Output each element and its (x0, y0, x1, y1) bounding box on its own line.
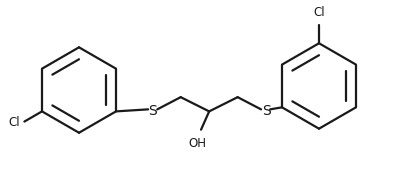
Text: Cl: Cl (9, 116, 20, 129)
Text: Cl: Cl (313, 6, 325, 19)
Text: S: S (148, 104, 156, 118)
Text: S: S (262, 104, 271, 118)
Text: OH: OH (188, 137, 206, 150)
